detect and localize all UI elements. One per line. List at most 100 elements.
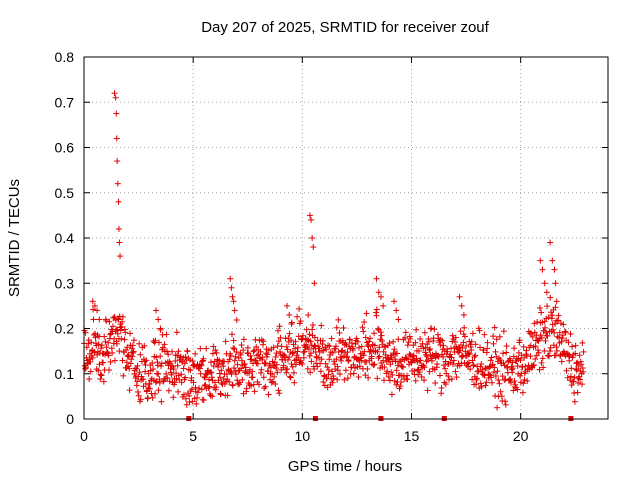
data-point — [199, 358, 206, 365]
data-point — [270, 344, 277, 351]
data-point — [309, 322, 316, 329]
data-point — [417, 357, 424, 364]
data-point — [567, 330, 574, 337]
data-point — [118, 335, 125, 342]
data-point — [468, 338, 475, 345]
data-point — [114, 180, 121, 187]
data-point — [274, 369, 281, 376]
data-point — [276, 390, 283, 397]
data-point — [272, 353, 279, 360]
data-point — [325, 366, 332, 373]
data-point — [440, 362, 447, 369]
data-point — [276, 323, 283, 330]
data-point — [535, 349, 542, 356]
data-point — [153, 354, 160, 361]
data-point — [163, 331, 170, 338]
data-point — [329, 349, 336, 356]
data-point — [188, 374, 195, 381]
data-point — [539, 266, 546, 273]
data-point — [158, 398, 165, 405]
data-point — [277, 348, 284, 355]
data-point — [534, 347, 541, 354]
data-point — [107, 331, 114, 338]
data-point — [297, 318, 304, 325]
data-point — [531, 320, 538, 327]
data-point — [516, 337, 523, 344]
data-point — [257, 348, 264, 355]
data-point — [437, 342, 444, 349]
data-point — [334, 376, 341, 383]
data-point — [130, 348, 137, 355]
y-tick-label: 0.7 — [55, 94, 75, 110]
data-point — [87, 368, 94, 375]
data-point — [174, 362, 181, 369]
data-point — [93, 366, 100, 373]
data-point — [495, 377, 502, 384]
data-point — [116, 348, 123, 355]
data-point — [477, 363, 484, 370]
data-point — [254, 360, 261, 367]
data-point — [307, 350, 314, 357]
data-point — [446, 376, 453, 383]
data-point — [228, 284, 235, 291]
data-point — [283, 343, 290, 350]
data-point — [140, 376, 147, 383]
data-point — [482, 382, 489, 389]
data-point — [551, 329, 558, 336]
data-point — [288, 320, 295, 327]
data-point — [385, 356, 392, 363]
data-point — [523, 347, 530, 354]
data-point — [158, 360, 165, 367]
data-point — [306, 352, 313, 359]
data-point — [572, 342, 579, 349]
data-point — [288, 337, 295, 344]
data-point — [452, 334, 459, 341]
data-point — [391, 346, 398, 353]
data-point — [450, 357, 457, 364]
data-point — [426, 368, 433, 375]
data-point — [345, 357, 352, 364]
data-point — [186, 399, 193, 406]
data-point — [318, 356, 325, 363]
data-point — [121, 336, 128, 343]
data-point — [98, 345, 105, 352]
data-point — [536, 304, 543, 311]
data-point — [371, 330, 378, 337]
data-point — [475, 368, 482, 375]
data-point — [425, 356, 432, 363]
data-point — [238, 342, 245, 349]
data-point — [95, 341, 102, 348]
data-point — [251, 347, 258, 354]
data-point — [182, 395, 189, 402]
data-point — [360, 328, 367, 335]
data-point — [441, 379, 448, 386]
data-point — [159, 344, 166, 351]
data-point — [358, 343, 365, 350]
data-point — [336, 371, 343, 378]
data-point — [547, 344, 554, 351]
data-point — [98, 372, 105, 379]
data-point — [517, 357, 524, 364]
data-point — [478, 383, 485, 390]
data-point — [358, 357, 365, 364]
data-point — [468, 347, 475, 354]
data-point — [311, 366, 318, 373]
data-point — [152, 390, 159, 397]
data-point — [463, 342, 470, 349]
y-axis-label: SRMTID / TECUs — [6, 179, 23, 297]
data-point — [380, 377, 387, 384]
data-point — [262, 360, 269, 367]
data-point — [491, 364, 498, 371]
data-point — [97, 371, 104, 378]
data-point — [238, 365, 245, 372]
y-tick-labels: 0 0.1 0.2 0.3 0.4 0.5 0.6 0.7 0.8 — [55, 49, 75, 427]
data-point — [328, 335, 335, 342]
data-point — [129, 353, 136, 360]
data-point — [322, 360, 329, 367]
data-point — [157, 325, 164, 332]
data-point — [532, 356, 539, 363]
data-point — [559, 335, 566, 342]
data-point — [375, 289, 382, 296]
data-point — [569, 343, 576, 350]
